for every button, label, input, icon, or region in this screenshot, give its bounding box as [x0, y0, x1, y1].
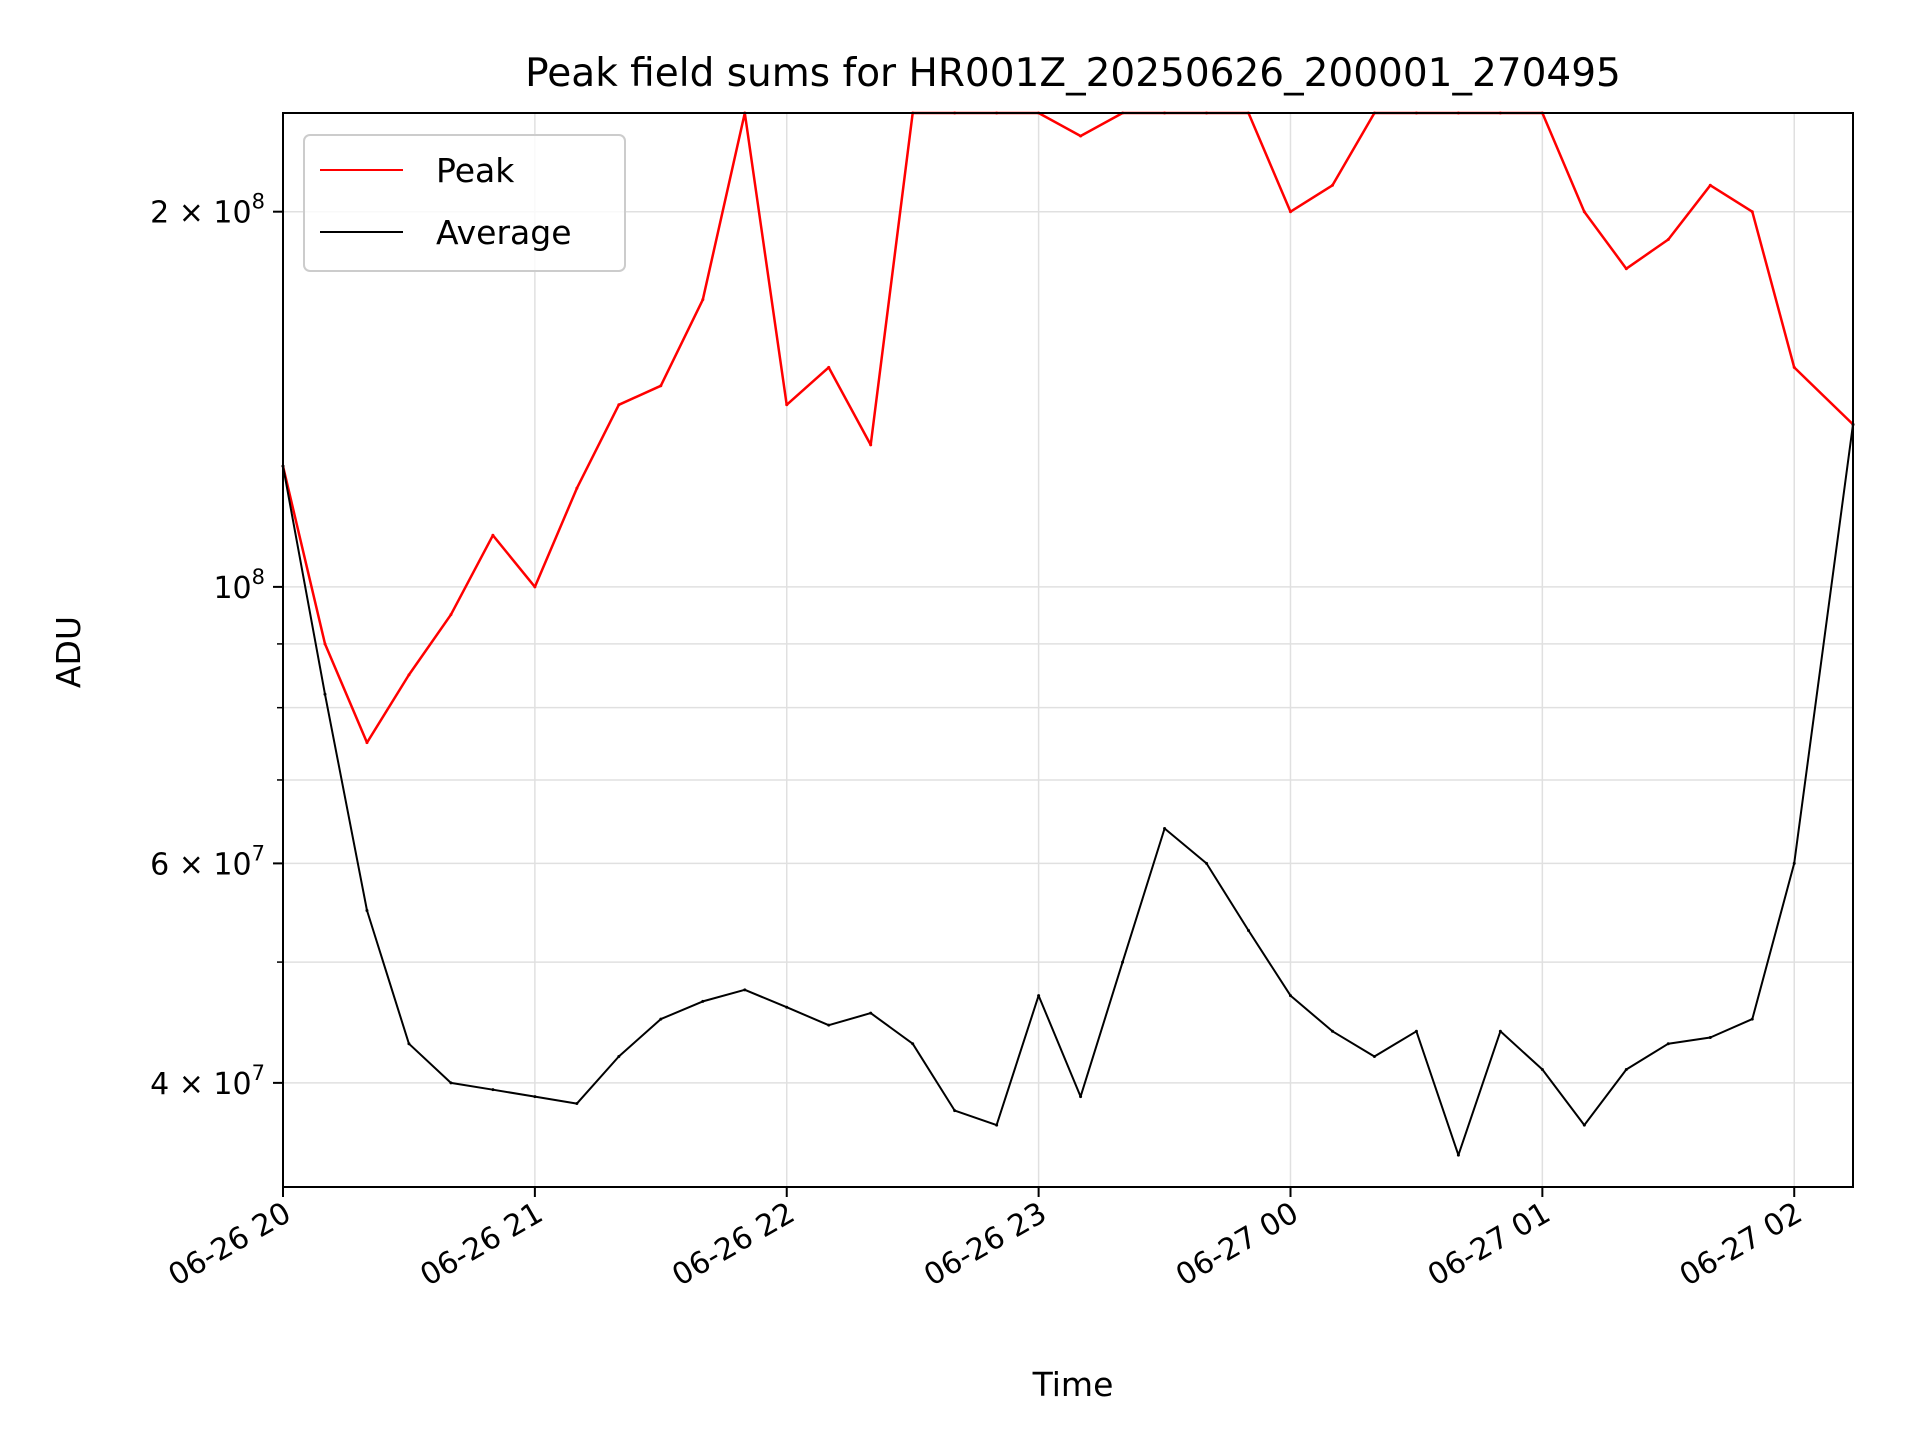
data-point-average-23 [1247, 929, 1251, 933]
data-point-average-29 [1498, 1029, 1502, 1033]
data-point-average-31 [1582, 1123, 1586, 1127]
grid [282, 113, 1853, 1187]
data-point-average-13 [827, 1023, 831, 1027]
data-point-average-3 [407, 1042, 411, 1046]
series-layer [281, 111, 1855, 1157]
legend-label-peak: Peak [436, 151, 515, 190]
legend-label-average: Average [436, 213, 572, 252]
data-point-peak-24 [1288, 210, 1292, 214]
data-point-peak-19 [1079, 134, 1083, 138]
data-point-average-21 [1163, 826, 1167, 830]
data-point-average-4 [449, 1081, 453, 1085]
data-point-average-14 [869, 1011, 873, 1015]
data-point-peak-14 [869, 443, 873, 447]
data-point-peak-10 [701, 298, 705, 302]
data-point-peak-12 [785, 403, 789, 407]
data-point-peak-5 [491, 533, 495, 537]
data-point-average-33 [1666, 1042, 1670, 1046]
data-point-average-17 [995, 1123, 999, 1127]
data-point-average-34 [1708, 1035, 1712, 1039]
y-axis-label: ADU [49, 616, 88, 688]
data-point-average-25 [1330, 1029, 1334, 1033]
data-point-peak-31 [1582, 210, 1586, 214]
data-point-average-10 [701, 999, 705, 1003]
data-point-average-32 [1624, 1068, 1628, 1072]
data-point-average-8 [617, 1054, 621, 1058]
data-point-peak-8 [617, 403, 621, 407]
plot-frame [282, 112, 1854, 1188]
y-tick-label-3: 2 × 108 [150, 190, 265, 231]
data-point-average-5 [491, 1088, 495, 1092]
data-point-peak-9 [659, 384, 663, 388]
data-point-peak-13 [827, 365, 831, 369]
data-point-peak-4 [449, 613, 453, 617]
data-point-average-11 [743, 988, 747, 992]
data-point-peak-32 [1624, 267, 1628, 271]
data-point-average-26 [1372, 1054, 1376, 1058]
legend: Peak Average [303, 134, 626, 272]
data-point-average-16 [953, 1109, 957, 1113]
data-point-peak-2 [365, 741, 369, 745]
series-line-peak [281, 111, 1854, 744]
data-point-peak-36 [1792, 365, 1796, 369]
data-point-average-12 [785, 1005, 789, 1009]
data-point-peak-34 [1708, 183, 1712, 187]
data-point-average-35 [1750, 1017, 1754, 1021]
data-point-average-24 [1288, 994, 1292, 998]
y-tick-label-1: 6 × 107 [150, 841, 265, 882]
y-tick-label-0: 4 × 107 [150, 1061, 265, 1102]
data-point-peak-25 [1330, 183, 1334, 187]
data-point-average-19 [1079, 1095, 1083, 1099]
data-point-peak-6 [533, 585, 537, 589]
data-point-average-28 [1456, 1153, 1460, 1157]
data-point-peak-7 [575, 486, 579, 490]
data-point-average-2 [365, 908, 369, 912]
x-axis-label: Time [1032, 1365, 1114, 1404]
series-line-average [282, 424, 1854, 1157]
data-point-average-20 [1121, 960, 1125, 964]
data-point-average-7 [575, 1102, 579, 1106]
data-point-average-9 [659, 1017, 663, 1021]
data-point-average-1 [323, 692, 327, 696]
data-point-peak-3 [407, 673, 411, 677]
data-point-peak-33 [1666, 237, 1670, 241]
chart-title: Peak field sums for HR001Z_20250626_2000… [525, 51, 1621, 96]
data-point-average-36 [1792, 861, 1796, 865]
data-point-peak-35 [1750, 210, 1754, 214]
data-point-average-18 [1037, 994, 1041, 998]
data-point-average-15 [911, 1042, 915, 1046]
data-point-average-6 [533, 1095, 537, 1099]
data-point-average-22 [1205, 861, 1209, 865]
data-point-average-30 [1540, 1068, 1544, 1072]
data-point-peak-1 [323, 642, 327, 646]
data-point-average-27 [1414, 1029, 1418, 1033]
